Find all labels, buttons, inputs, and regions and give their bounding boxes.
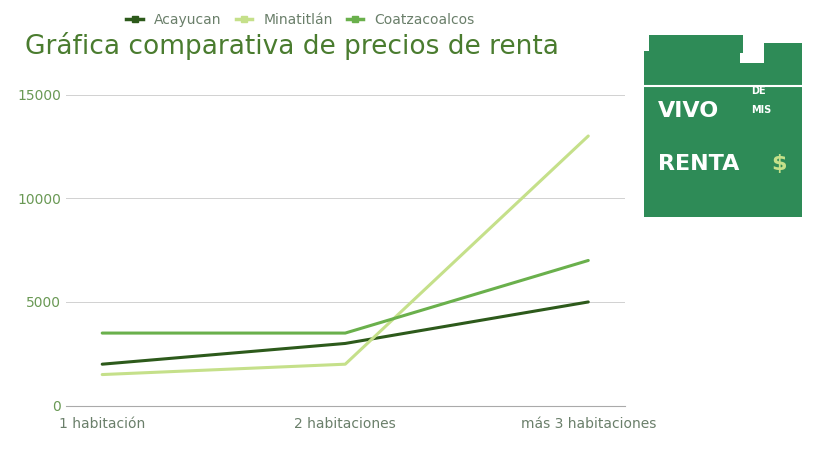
Polygon shape bbox=[740, 63, 802, 86]
Text: VIVO: VIVO bbox=[658, 101, 719, 121]
FancyBboxPatch shape bbox=[644, 86, 802, 218]
Text: DE: DE bbox=[751, 86, 766, 96]
Text: MIS: MIS bbox=[751, 105, 772, 115]
Legend: Acayucan, Minatitlán, Coatzacoalcos: Acayucan, Minatitlán, Coatzacoalcos bbox=[121, 8, 480, 33]
Text: $: $ bbox=[771, 154, 787, 173]
Polygon shape bbox=[649, 35, 743, 53]
Text: Gráfica comparativa de precios de renta: Gráfica comparativa de precios de renta bbox=[25, 32, 558, 60]
Polygon shape bbox=[644, 51, 740, 86]
Polygon shape bbox=[764, 43, 802, 63]
Text: RENTA: RENTA bbox=[658, 154, 739, 173]
